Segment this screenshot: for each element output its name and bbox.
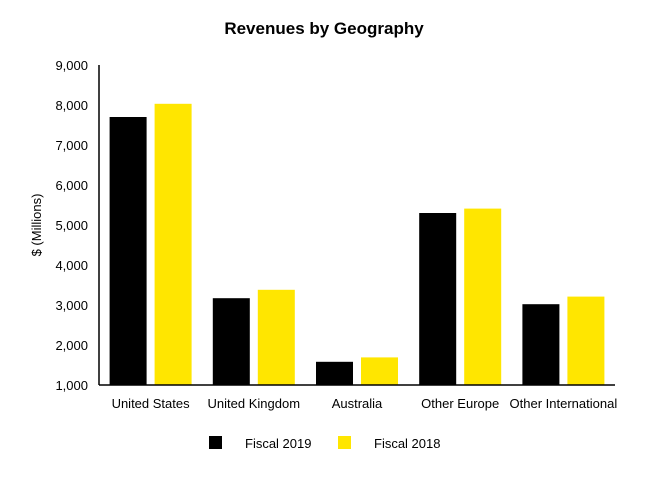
x-tick-label: United States	[112, 396, 191, 411]
y-tick-label: 2,000	[55, 338, 88, 353]
y-tick-label: 6,000	[55, 178, 88, 193]
legend-label: Fiscal 2018	[374, 436, 440, 451]
bar-fiscal-2019-other-international	[522, 304, 560, 385]
bar-fiscal-2018-other-europe	[464, 208, 502, 385]
bar-fiscal-2019-other-europe	[419, 213, 457, 385]
y-tick-label: 4,000	[55, 258, 88, 273]
legend-label: Fiscal 2019	[245, 436, 311, 451]
y-tick-label: 9,000	[55, 58, 88, 73]
bar-fiscal-2018-united-states	[154, 103, 192, 386]
y-tick-label: 7,000	[55, 138, 88, 153]
x-tick-label: United Kingdom	[208, 396, 301, 411]
legend-swatch	[338, 436, 351, 449]
y-tick-label: 1,000	[55, 378, 88, 393]
legend-swatch	[209, 436, 222, 449]
y-tick-label: 8,000	[55, 98, 88, 113]
x-tick-label: Other International	[510, 396, 618, 411]
chart-title: Revenues by Geography	[224, 19, 424, 38]
bar-fiscal-2019-united-states	[109, 117, 147, 385]
bar-fiscal-2018-united-kingdom	[257, 289, 295, 385]
bar-fiscal-2019-united-kingdom	[212, 298, 250, 385]
bar-fiscal-2018-australia	[361, 357, 398, 385]
bar-fiscal-2019-australia	[316, 361, 353, 385]
y-axis-label: $ (Millions)	[29, 194, 44, 257]
x-tick-label: Australia	[332, 396, 383, 411]
bar-fiscal-2018-other-international	[567, 296, 605, 385]
y-tick-label: 5,000	[55, 218, 88, 233]
x-tick-label: Other Europe	[421, 396, 499, 411]
y-tick-label: 3,000	[55, 298, 88, 313]
